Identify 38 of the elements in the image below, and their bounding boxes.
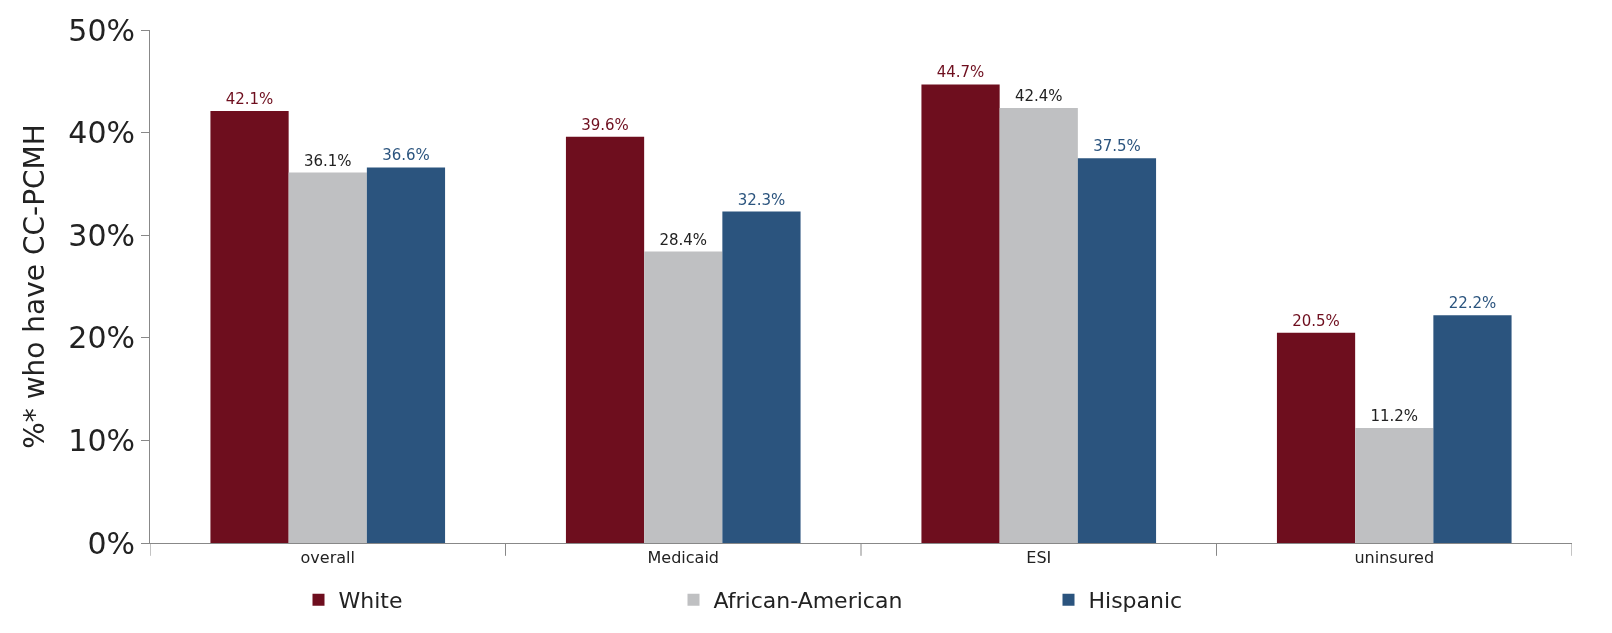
data-label: 42.1% [225,90,274,109]
data-label: 36.1% [303,151,352,170]
bar [921,84,1000,543]
y-tick-label: 20% [68,320,135,356]
data-label: 37.5% [1093,137,1141,156]
bar [644,251,723,543]
legend-label: Hispanic [1088,588,1183,614]
bar [1433,315,1512,543]
data-label: 32.3% [737,190,786,209]
data-label: 22.2% [1448,294,1497,313]
y-tick-label: 10% [68,422,135,458]
bar [1276,332,1356,543]
y-tick-label: 40% [68,115,135,151]
bar [1355,428,1434,543]
legend-label: African-American [713,588,903,614]
data-label: 20.5% [1292,311,1340,330]
data-label: 39.6% [581,115,629,134]
data-label: 11.2% [1370,407,1419,426]
bar [722,211,801,543]
bar [210,111,289,543]
x-tick-label: Medicaid [647,548,719,568]
legend-label: White [338,588,403,614]
x-tick-label: overall [300,548,355,568]
data-label: 44.7% [936,63,985,82]
data-label: 42.4% [1014,86,1063,105]
x-tick-label: uninsured [1354,548,1435,568]
y-tick-label: 0% [87,525,135,561]
bar [565,136,645,543]
bar [366,167,446,543]
x-tick-label: ESI [1026,548,1052,568]
y-tick-label: 50% [68,12,135,48]
bar [1077,158,1157,543]
data-label: 36.6% [382,146,430,165]
bar [288,172,367,543]
data-label: 28.4% [659,230,708,249]
y-axis-title: %* who have CC-PCMH [18,124,52,449]
y-tick-label: 30% [68,217,135,253]
bar [999,107,1078,543]
